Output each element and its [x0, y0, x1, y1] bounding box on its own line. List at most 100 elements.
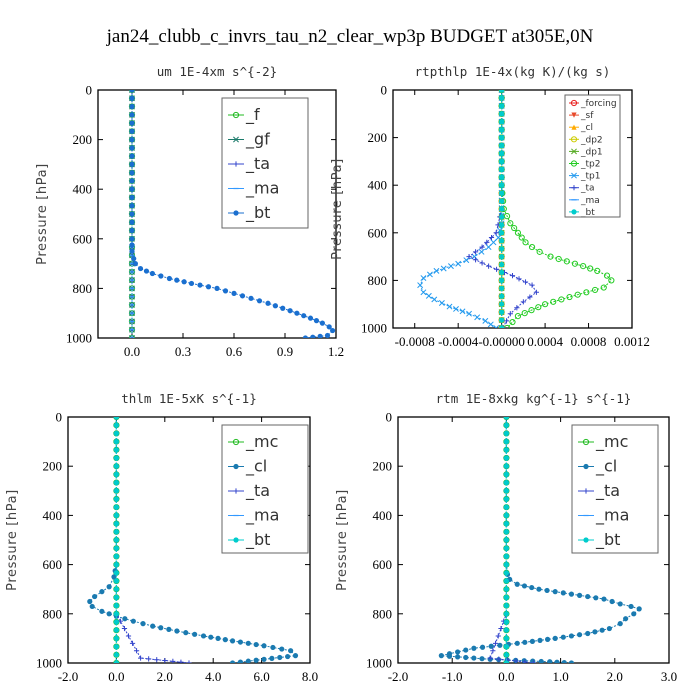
data-point	[129, 153, 135, 159]
legend-marker	[583, 488, 589, 494]
data-point	[186, 660, 192, 663]
data-point	[113, 578, 119, 584]
data-point	[499, 166, 505, 172]
data-point	[485, 244, 492, 251]
data-point	[265, 300, 271, 306]
legend-marker	[233, 161, 239, 167]
legend: _forcing _sf _cl _dp2 _dp1 _tp2 _tp1 _ta _ma _bt	[564, 94, 621, 218]
data-point	[174, 628, 180, 634]
data-point	[87, 598, 93, 605]
data-point	[593, 595, 599, 601]
data-point	[317, 333, 323, 338]
data-point	[129, 219, 135, 225]
data-point	[229, 660, 236, 663]
data-point	[133, 648, 140, 654]
data-point	[503, 644, 509, 650]
data-point	[113, 488, 119, 494]
data-point	[174, 277, 180, 283]
data-point	[538, 658, 544, 663]
data-point	[503, 586, 509, 592]
data-point	[288, 648, 294, 654]
data-point	[113, 417, 119, 420]
data-point	[472, 249, 479, 255]
data-point	[113, 447, 119, 453]
data-point	[129, 640, 136, 646]
data-point	[507, 311, 513, 317]
y-tick-label: 200	[43, 459, 63, 474]
legend-marker	[583, 463, 589, 470]
data-point	[482, 317, 489, 324]
data-point	[484, 239, 490, 245]
data-point	[129, 178, 135, 184]
data-point	[503, 447, 509, 453]
data-point	[132, 261, 138, 267]
y-tick-label: 0	[56, 410, 63, 425]
data-point	[521, 310, 528, 317]
data-point	[493, 266, 500, 272]
data-point	[129, 236, 135, 242]
data-point	[181, 279, 187, 285]
series-bt	[503, 417, 509, 663]
data-point	[301, 313, 307, 319]
data-point	[521, 583, 528, 589]
legend-entry: _dp1	[580, 147, 603, 157]
data-point	[113, 611, 119, 617]
legend-entry: _tp1	[580, 172, 600, 182]
legend-marker	[571, 209, 577, 215]
data-point	[215, 635, 221, 642]
y-tick-label: 600	[43, 557, 63, 572]
data-point	[486, 263, 492, 269]
data-point	[496, 656, 502, 662]
data-point	[222, 288, 229, 294]
series-bt	[129, 90, 336, 338]
data-point	[231, 290, 237, 296]
data-point	[503, 455, 509, 461]
data-point	[113, 594, 119, 601]
data-point	[499, 317, 505, 323]
legend: _mc _cl _ta _ma _bt	[571, 424, 659, 554]
legend-marker	[571, 112, 577, 118]
data-point	[503, 512, 509, 519]
data-point	[503, 635, 509, 642]
data-point	[608, 277, 615, 284]
data-point	[636, 606, 642, 612]
data-point	[130, 618, 136, 624]
data-point	[99, 589, 105, 595]
data-point	[594, 267, 601, 274]
data-point	[617, 601, 623, 607]
data-point	[561, 659, 567, 663]
data-point	[166, 626, 172, 632]
data-point	[129, 103, 135, 110]
series-tp1	[417, 90, 505, 328]
data-point	[479, 260, 485, 266]
data-point	[239, 293, 246, 299]
data-point	[514, 313, 522, 320]
data-point	[503, 496, 509, 502]
data-point	[499, 150, 505, 157]
data-point	[113, 496, 119, 502]
legend-entry: _f	[245, 105, 260, 125]
x-tick-label: 0.0008	[571, 334, 607, 349]
data-point	[431, 296, 438, 303]
data-point	[270, 644, 276, 651]
y-tick-label: 400	[73, 182, 93, 197]
y-tick-label: 200	[73, 132, 93, 147]
data-point	[587, 265, 594, 272]
data-point	[493, 230, 499, 236]
data-point	[440, 265, 447, 272]
data-point	[113, 422, 119, 428]
data-point	[479, 244, 485, 250]
x-tick-label: 1.2	[328, 344, 344, 359]
data-point	[568, 660, 575, 663]
data-point	[438, 653, 444, 659]
chart-panel-1: um 1E-4xm s^{-2} Pressure [hPa] 0 200 400 600…	[35, 64, 344, 359]
data-point	[113, 570, 119, 576]
y-tick-label: 0	[381, 83, 388, 98]
data-point	[459, 308, 466, 315]
data-point	[488, 234, 495, 241]
data-point	[499, 325, 505, 328]
data-point	[455, 260, 462, 267]
data-point	[92, 593, 98, 600]
data-point	[162, 657, 168, 663]
data-point	[113, 545, 119, 551]
